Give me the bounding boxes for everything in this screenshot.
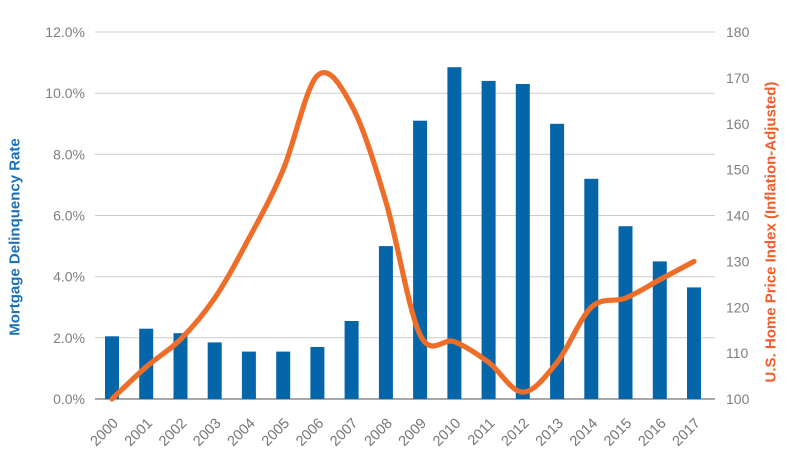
right-tick-label: 180 bbox=[726, 24, 750, 40]
bar-2000 bbox=[105, 336, 119, 399]
bar-2006 bbox=[310, 347, 325, 399]
x-tick-label: 2013 bbox=[533, 416, 567, 450]
bar-2012 bbox=[515, 84, 530, 399]
bar-2002 bbox=[173, 333, 188, 399]
left-tick-label: 4.0% bbox=[53, 269, 85, 285]
bar-2005 bbox=[276, 351, 291, 399]
right-tick-label: 120 bbox=[726, 299, 750, 315]
bar-2009 bbox=[413, 120, 428, 399]
left-tick-label: 2.0% bbox=[53, 330, 85, 346]
x-tick-label: 2009 bbox=[396, 416, 430, 450]
left-tick-label: 12.0% bbox=[45, 24, 85, 40]
x-tick-label: 2001 bbox=[122, 416, 156, 450]
bar-2010 bbox=[447, 67, 462, 399]
x-tick-label: 2000 bbox=[88, 416, 122, 450]
right-tick-label: 150 bbox=[726, 162, 750, 178]
right-tick-label: 160 bbox=[726, 116, 750, 132]
x-tick-label: 2002 bbox=[156, 416, 190, 450]
x-tick-label: 2007 bbox=[327, 416, 361, 450]
bar-2013 bbox=[550, 123, 565, 400]
right-tick-label: 130 bbox=[726, 253, 750, 269]
x-tick-label: 2004 bbox=[225, 416, 259, 450]
bar-2014 bbox=[584, 178, 599, 399]
x-tick-label: 2005 bbox=[259, 416, 293, 450]
left-tick-label: 8.0% bbox=[53, 146, 85, 162]
left-tick-label: 0.0% bbox=[53, 391, 85, 407]
x-tick-label: 2011 bbox=[465, 416, 498, 449]
bar-2015 bbox=[618, 226, 633, 399]
bar-2017 bbox=[687, 287, 701, 399]
bar-2011 bbox=[481, 80, 496, 400]
x-tick-label: 2012 bbox=[498, 416, 532, 450]
bar-2004 bbox=[241, 351, 256, 399]
bar-2007 bbox=[344, 321, 359, 399]
x-tick-label: 2016 bbox=[635, 416, 669, 450]
left-tick-label: 6.0% bbox=[53, 208, 85, 224]
bar-2008 bbox=[378, 246, 393, 399]
x-tick-label: 2003 bbox=[190, 416, 224, 450]
bar-2016 bbox=[652, 261, 667, 399]
x-tick-label: 2015 bbox=[601, 416, 635, 450]
left-tick-label: 10.0% bbox=[45, 85, 85, 101]
x-tick-label: 2014 bbox=[567, 416, 601, 450]
right-tick-label: 140 bbox=[726, 208, 750, 224]
home-price-index-line bbox=[109, 70, 697, 402]
bar-2003 bbox=[207, 342, 222, 399]
x-tick-label: 2010 bbox=[430, 416, 464, 450]
x-tick-label: 2008 bbox=[362, 416, 396, 450]
right-tick-label: 100 bbox=[726, 391, 750, 407]
x-tick-label: 2017 bbox=[670, 416, 704, 450]
right-tick-label: 170 bbox=[726, 70, 750, 86]
right-tick-label: 110 bbox=[726, 345, 749, 361]
x-tick-label: 2006 bbox=[293, 416, 327, 450]
